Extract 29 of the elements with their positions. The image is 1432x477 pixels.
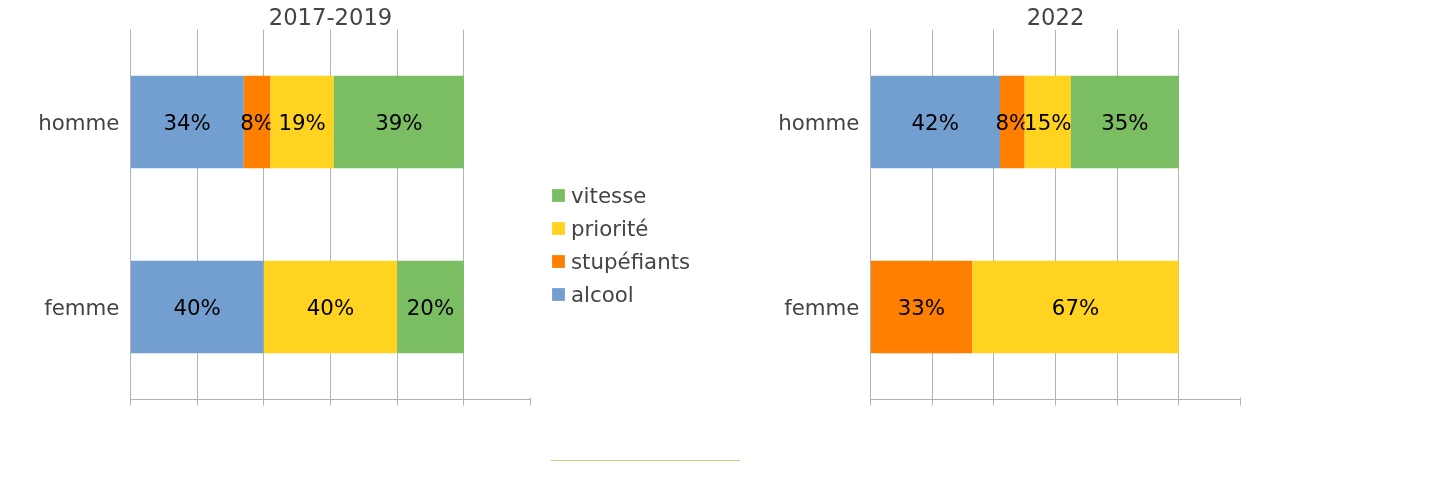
data-label: 67% bbox=[1051, 294, 1100, 320]
legend-label: alcool bbox=[571, 281, 634, 307]
legend-label: priorité bbox=[571, 215, 649, 241]
data-label: 35% bbox=[1101, 109, 1149, 135]
data-label: 40% bbox=[173, 294, 221, 320]
bar bbox=[397, 260, 464, 354]
legend-label: vitesse bbox=[571, 182, 647, 208]
y-tick-label: homme bbox=[778, 109, 860, 135]
data-label: 42% bbox=[911, 109, 959, 135]
data-label: 20% bbox=[406, 294, 455, 320]
y-tick-label: femme bbox=[44, 294, 120, 320]
bar bbox=[130, 260, 264, 354]
chart-title: 2022 bbox=[1026, 3, 1085, 30]
bar bbox=[1024, 75, 1071, 169]
data-label: 34% bbox=[163, 109, 211, 135]
bar bbox=[870, 260, 973, 354]
bar bbox=[1070, 75, 1179, 169]
bar bbox=[270, 75, 334, 169]
bar bbox=[263, 260, 398, 354]
bar bbox=[972, 260, 1179, 354]
y-tick-label: homme bbox=[38, 109, 120, 135]
data-label: 39% bbox=[375, 109, 423, 135]
data-label: 19% bbox=[278, 109, 326, 135]
data-label: 40% bbox=[306, 294, 355, 320]
y-tick-label: femme bbox=[784, 294, 860, 320]
data-label: 33% bbox=[897, 294, 946, 320]
legend-label: stupéfiants bbox=[571, 248, 691, 274]
chart-title: 2017-2019 bbox=[268, 3, 393, 30]
bar bbox=[333, 75, 464, 169]
